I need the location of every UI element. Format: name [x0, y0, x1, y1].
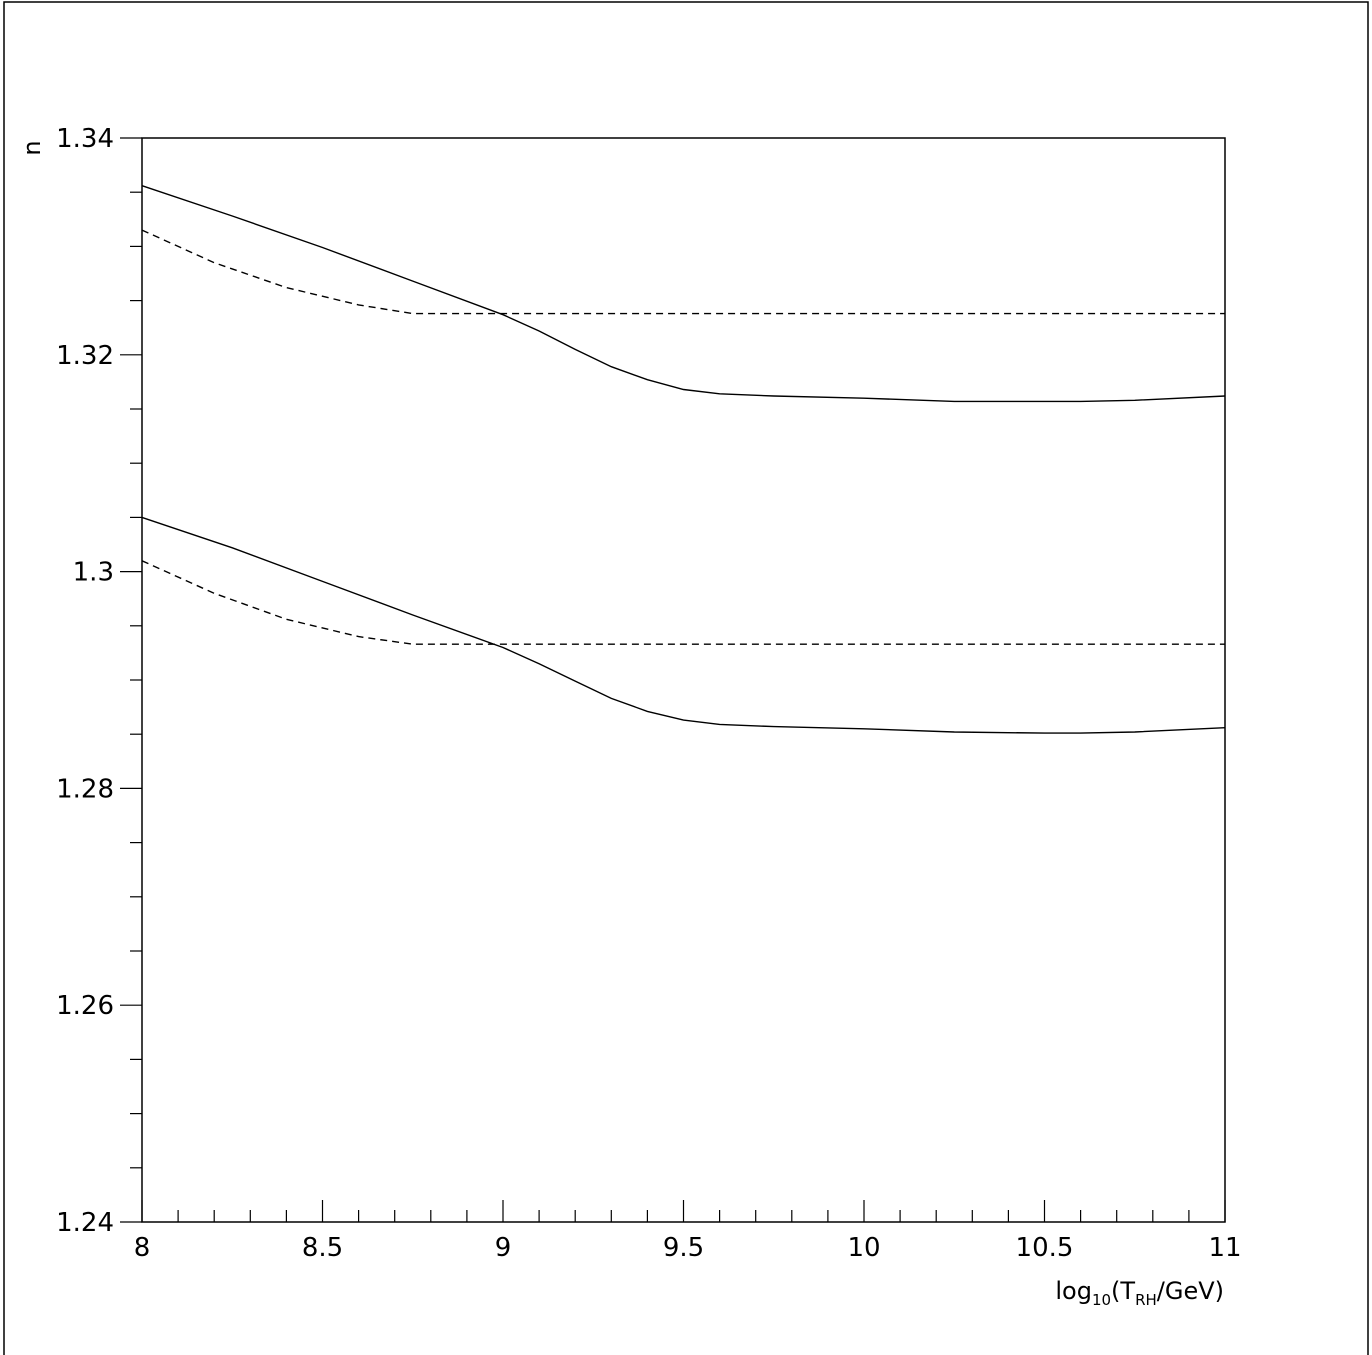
x-tick-label: 9	[495, 1233, 512, 1263]
y-tick-label: 1.32	[56, 341, 114, 371]
y-tick-label: 1.26	[56, 991, 114, 1021]
series-line-2	[141, 229, 1225, 315]
x-tick-label: 9.5	[663, 1233, 704, 1263]
y-tick-label: 1.34	[56, 124, 114, 154]
series-line-1	[141, 185, 1226, 403]
plot-area-frame	[141, 137, 1226, 1223]
series-line-3	[141, 516, 1226, 734]
y-tick-label: 1.24	[56, 1208, 114, 1238]
y-axis-title: n	[18, 140, 46, 155]
x-tick-label: 10.5	[1016, 1233, 1074, 1263]
y-tick-label: 1.3	[73, 558, 114, 588]
x-tick-label: 8.5	[302, 1233, 343, 1263]
tick-labels: 8 8.5 9 9.5 10 10.5 11 1.24 1.26 1.28 1.3 1.32 1.34	[56, 124, 1241, 1263]
x-tick-label: 10	[847, 1233, 880, 1263]
series-line-4	[141, 560, 1225, 645]
plot-curves	[141, 185, 1226, 734]
x-tick-label: 8	[134, 1233, 151, 1263]
x-tick-label: 11	[1208, 1233, 1241, 1263]
x-axis-title: log10(TRH/GeV)	[1055, 1277, 1224, 1309]
y-tick-label: 1.28	[56, 774, 114, 804]
figure-frame	[3, 1, 1369, 1355]
